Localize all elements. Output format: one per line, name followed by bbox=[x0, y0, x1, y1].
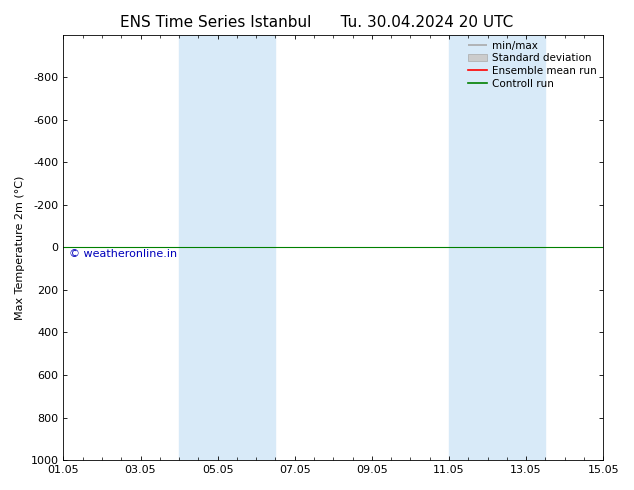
Bar bbox=[179, 35, 275, 460]
Y-axis label: Max Temperature 2m (°C): Max Temperature 2m (°C) bbox=[15, 175, 25, 319]
Text: © weatheronline.in: © weatheronline.in bbox=[69, 248, 177, 259]
Legend: min/max, Standard deviation, Ensemble mean run, Controll run: min/max, Standard deviation, Ensemble me… bbox=[465, 38, 600, 92]
Text: ENS Time Series Istanbul      Tu. 30.04.2024 20 UTC: ENS Time Series Istanbul Tu. 30.04.2024 … bbox=[120, 15, 514, 30]
Bar bbox=[449, 35, 545, 460]
